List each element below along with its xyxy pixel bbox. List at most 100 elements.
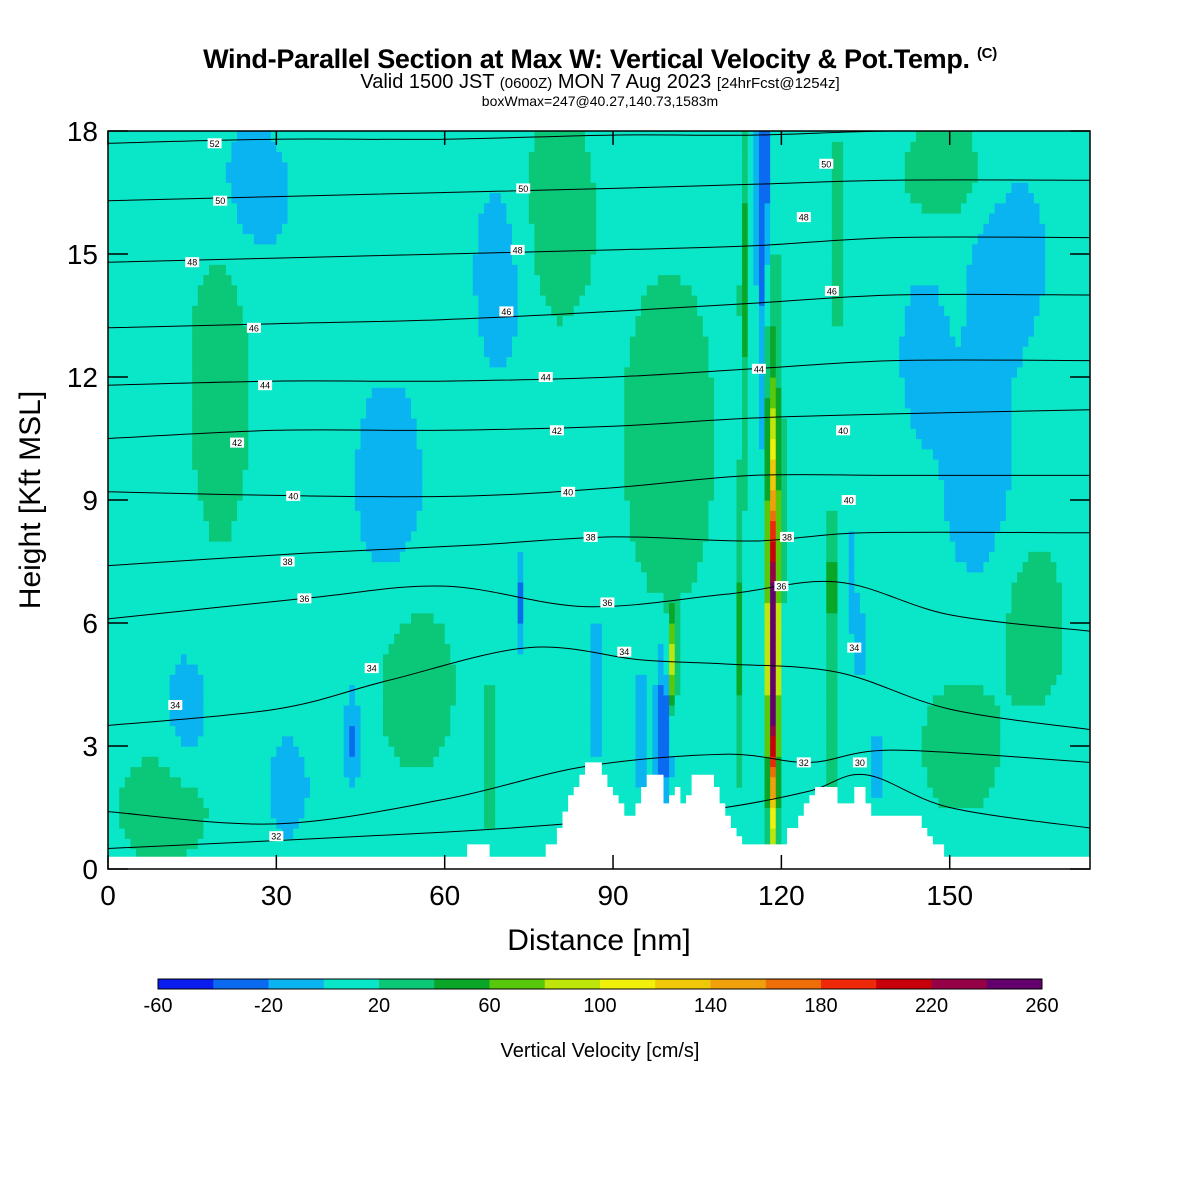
w-cell [416, 776, 423, 788]
w-cell [225, 746, 233, 757]
w-cell [483, 469, 491, 481]
w-cell [382, 131, 390, 142]
w-cell [349, 469, 356, 481]
w-cell [287, 131, 294, 142]
w-cell [366, 766, 373, 778]
w-cell [119, 213, 126, 224]
w-cell [405, 233, 412, 245]
w-cell [287, 325, 294, 337]
w-cell [405, 459, 412, 470]
w-cell [259, 172, 266, 183]
w-cell [399, 305, 406, 317]
w-cell [439, 202, 446, 214]
w-cell [304, 428, 311, 440]
w-cell [422, 243, 429, 255]
w-cell [411, 192, 418, 204]
w-cell [169, 684, 176, 696]
w-cell [349, 284, 356, 296]
w-cell [326, 561, 334, 573]
w-cell [382, 336, 390, 347]
w-cell [343, 346, 350, 358]
w-cell [209, 500, 216, 511]
w-cell [298, 633, 305, 645]
w-cell [197, 510, 204, 522]
w-cell [467, 428, 474, 440]
w-cell [360, 612, 367, 624]
w-cell [164, 305, 171, 317]
w-cell [197, 582, 204, 593]
w-cell [203, 479, 210, 491]
w-cell [209, 561, 216, 573]
w-cell [242, 346, 249, 358]
w-cell [455, 828, 463, 839]
w-cell [439, 694, 446, 706]
w-cell [467, 448, 474, 460]
w-cell [315, 674, 322, 686]
w-cell [489, 223, 496, 235]
w-cell [304, 131, 311, 142]
w-cell [209, 479, 216, 491]
w-cell [349, 131, 356, 142]
w-cell [265, 530, 272, 542]
w-cell [377, 479, 384, 491]
w-cell [164, 233, 171, 245]
w-cell [293, 756, 300, 768]
forecast-info: [24hrFcst@1254z] [716, 75, 840, 92]
w-cell [461, 530, 468, 542]
w-cell [399, 694, 406, 706]
w-cell [478, 623, 485, 634]
w-cell [450, 223, 457, 235]
w-cell [422, 202, 429, 214]
w-cell [427, 705, 435, 716]
w-cell [483, 264, 491, 276]
w-cell [203, 766, 210, 778]
w-cell [332, 817, 339, 829]
w-cell [489, 213, 496, 224]
w-cell [326, 592, 334, 604]
w-cell [298, 407, 305, 419]
w-cell [310, 418, 317, 429]
w-cell [489, 797, 496, 809]
w-cell [242, 653, 249, 665]
w-cell [411, 438, 418, 450]
w-cell [489, 725, 496, 737]
w-cell [354, 161, 362, 173]
w-cell [164, 356, 171, 368]
w-cell [354, 807, 362, 819]
w-cell [220, 295, 227, 306]
w-cell [242, 674, 249, 686]
w-cell [180, 377, 188, 388]
w-cell [152, 192, 160, 204]
w-cell [338, 725, 345, 737]
w-cell [343, 756, 350, 768]
w-cell [276, 459, 283, 470]
w-cell [209, 264, 216, 276]
w-cell [338, 479, 345, 491]
w-cell [197, 694, 204, 706]
w-cell [265, 520, 272, 532]
w-cell [455, 407, 463, 419]
w-cell [253, 602, 261, 614]
w-cell [495, 828, 502, 839]
w-cell [360, 479, 367, 491]
w-cell [326, 356, 334, 368]
w-cell [175, 746, 182, 757]
w-cell [427, 356, 435, 368]
w-cell [444, 633, 451, 645]
w-cell [366, 151, 373, 163]
w-cell [141, 346, 148, 358]
w-cell [259, 633, 266, 645]
w-cell [332, 694, 339, 706]
w-cell [399, 325, 406, 337]
w-cell [377, 202, 384, 214]
w-cell [214, 366, 221, 378]
w-cell [472, 807, 479, 819]
w-cell [136, 797, 143, 809]
w-cell [136, 520, 143, 532]
w-cell [231, 428, 238, 440]
w-cell [310, 715, 317, 727]
w-cell [304, 202, 311, 214]
w-cell [338, 612, 345, 624]
w-cell [293, 448, 300, 460]
w-cell [455, 418, 463, 429]
